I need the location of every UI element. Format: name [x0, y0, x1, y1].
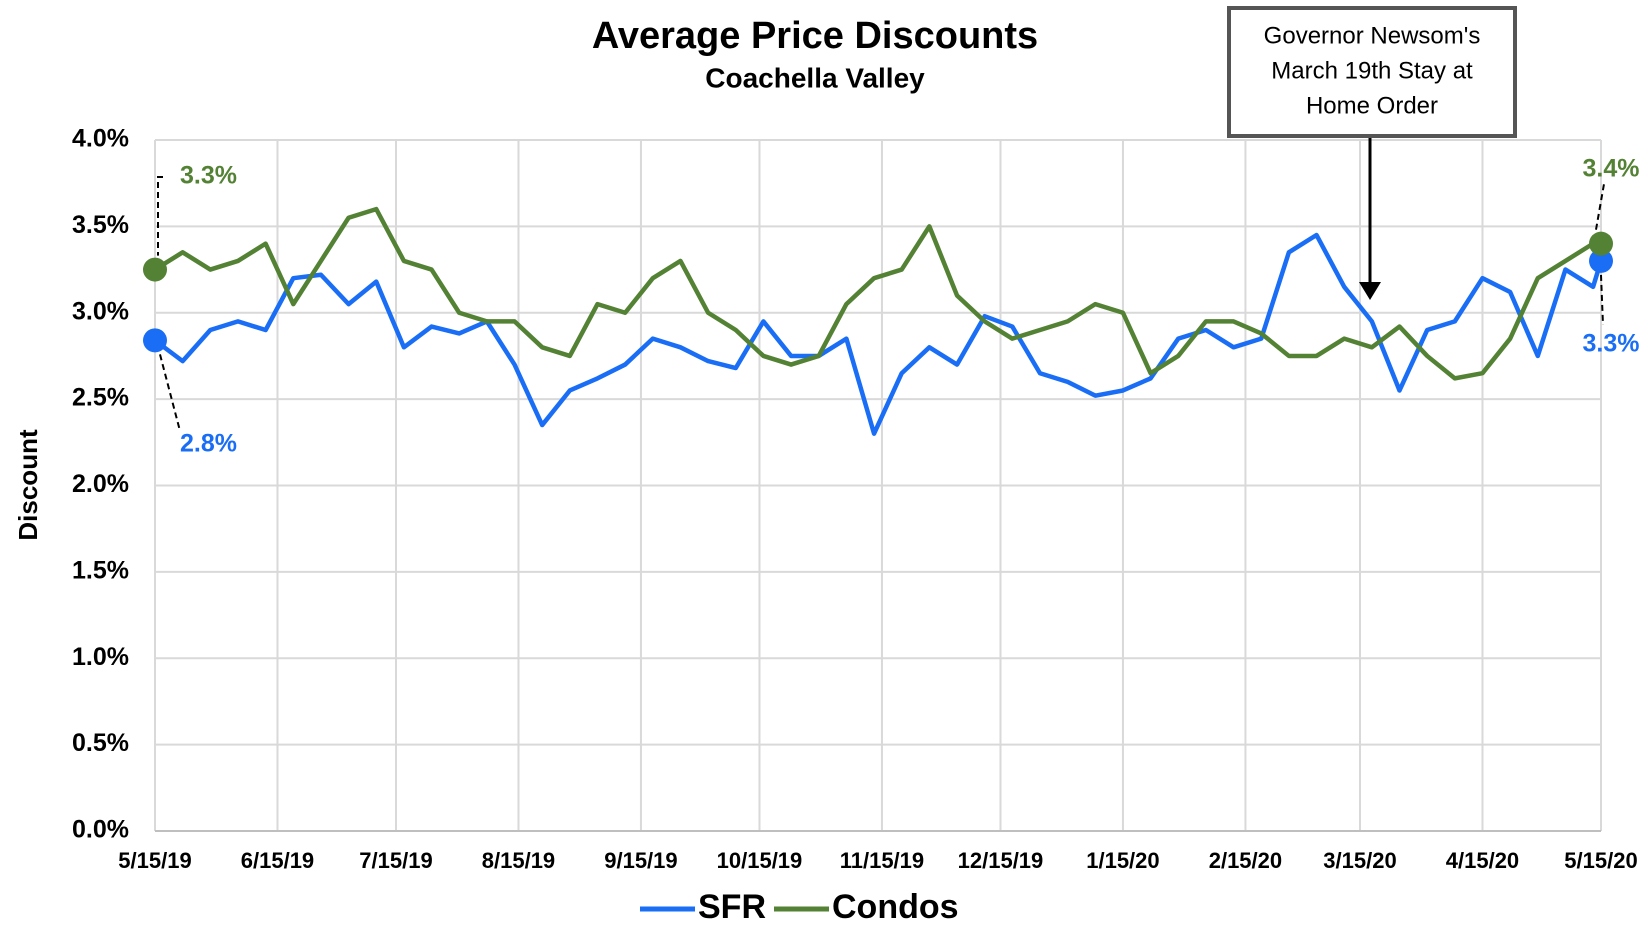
legend-label: SFR	[698, 888, 766, 926]
end-marker	[143, 328, 167, 353]
y-tick-label: 3.5%	[72, 211, 129, 239]
x-tick-label: 8/15/19	[482, 848, 555, 873]
x-tick-label: 6/15/19	[241, 848, 314, 873]
annotation-text: Home Order	[1306, 92, 1438, 119]
y-tick-label: 4.0%	[72, 125, 129, 153]
y-tick-label: 2.0%	[72, 470, 129, 498]
data-label: 3.3%	[180, 162, 237, 190]
series-line	[153, 232, 1604, 436]
data-label: 2.8%	[180, 430, 237, 458]
y-tick-label: 3.0%	[72, 297, 129, 325]
y-tick-label: 1.5%	[72, 556, 129, 584]
y-tick-label: 0.5%	[72, 729, 129, 757]
x-tick-label: 5/15/20	[1564, 848, 1637, 873]
chart-subtitle: Coachella Valley	[705, 62, 925, 93]
legend-label: Condos	[832, 888, 959, 926]
end-marker	[1589, 231, 1613, 256]
y-tick-label: 2.5%	[72, 384, 129, 412]
chart-title: Average Price Discounts	[592, 15, 1038, 57]
leader-line	[159, 354, 181, 432]
y-tick-label: 0.0%	[72, 816, 129, 844]
x-tick-label: 2/15/20	[1209, 848, 1282, 873]
x-tick-label: 5/15/19	[118, 848, 191, 873]
x-tick-label: 12/15/19	[958, 848, 1044, 873]
x-tick-label: 4/15/20	[1446, 848, 1519, 873]
x-tick-label: 1/15/20	[1086, 848, 1159, 873]
leader-line	[157, 176, 163, 256]
annotation-arrowhead	[1359, 282, 1381, 300]
annotation-text: March 19th Stay at	[1271, 57, 1473, 84]
leader-line	[1600, 274, 1604, 326]
data-label: 3.4%	[1583, 155, 1640, 183]
annotation-text: Governor Newsom's	[1264, 22, 1481, 49]
series-line	[153, 206, 1601, 381]
end-marker	[143, 257, 167, 282]
y-tick-label: 1.0%	[72, 643, 129, 671]
annotation-box	[1227, 6, 1517, 138]
y-axis-label: Discount	[13, 429, 43, 541]
x-tick-label: 7/15/19	[359, 848, 432, 873]
data-label: 3.3%	[1583, 330, 1640, 358]
leader-line	[1595, 183, 1605, 230]
x-tick-label: 9/15/19	[604, 848, 677, 873]
x-tick-label: 11/15/19	[840, 848, 924, 873]
x-tick-label: 10/15/19	[717, 848, 803, 873]
end-marker	[1589, 248, 1613, 273]
x-tick-label: 3/15/20	[1323, 848, 1396, 873]
